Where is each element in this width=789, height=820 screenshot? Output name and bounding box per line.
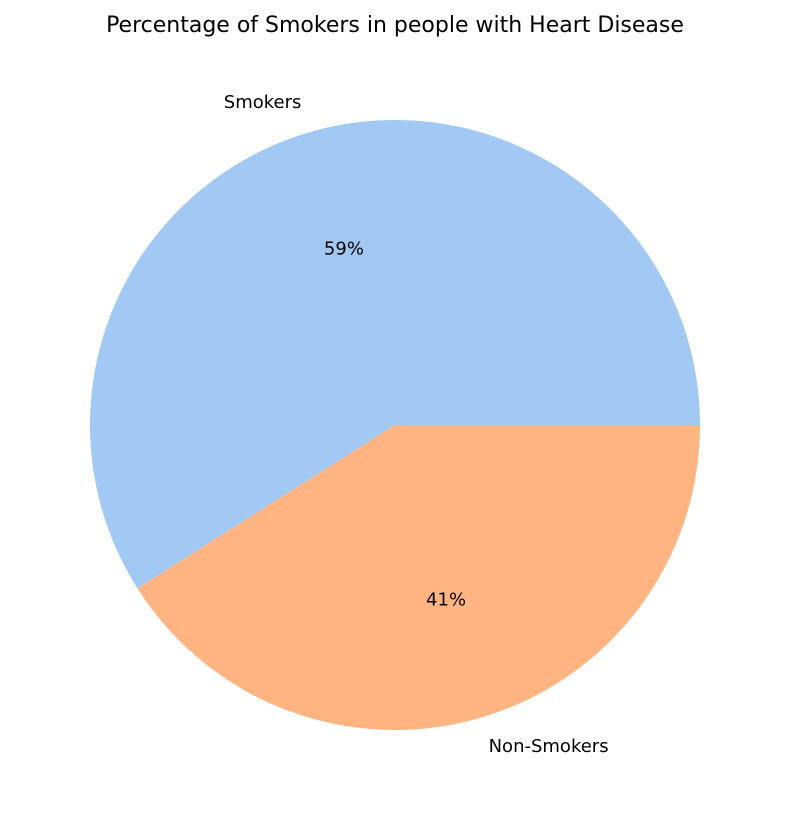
pie-slice-non-smokers <box>137 425 700 730</box>
slice-label-smokers: Smokers <box>224 92 302 113</box>
chart-title: Percentage of Smokers in people with Hea… <box>106 13 684 38</box>
slice-label-non-smokers: Non-Smokers <box>489 736 609 757</box>
pie-labels: Smokers 59% Non-Smokers 41% <box>224 92 609 757</box>
pie-slice-smokers <box>89 119 700 589</box>
slice-percent-non-smokers: 41% <box>426 590 466 611</box>
pie-slices <box>89 119 700 730</box>
slice-percent-smokers: 59% <box>324 238 364 259</box>
